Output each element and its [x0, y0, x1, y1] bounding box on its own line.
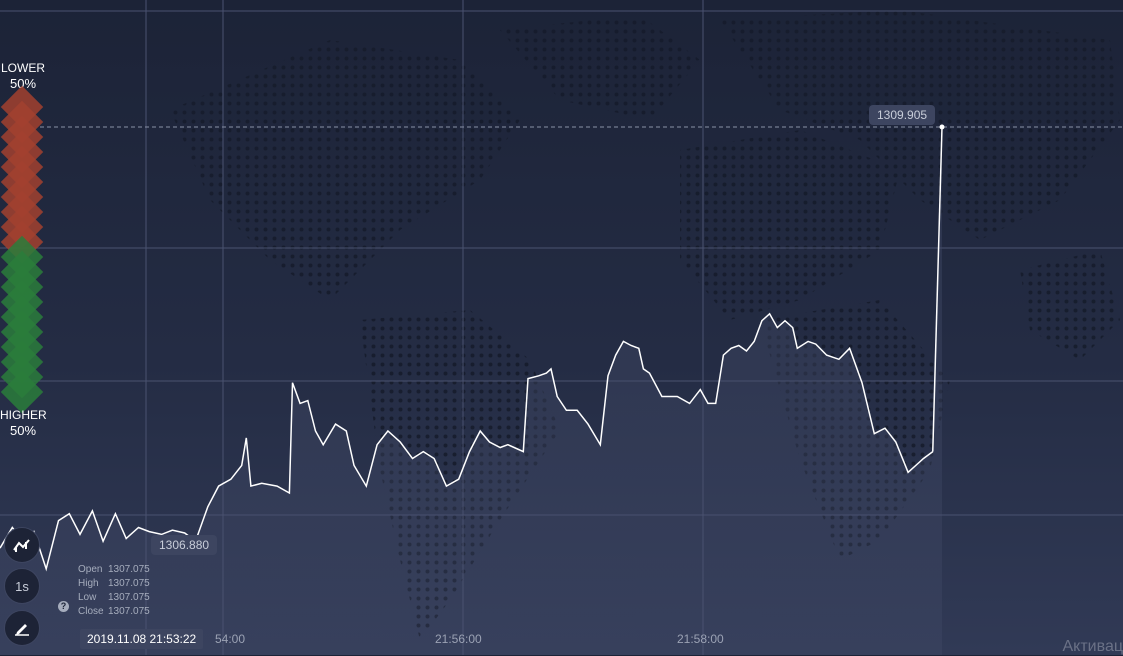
- timeframe-button[interactable]: 1s: [4, 568, 40, 604]
- higher-label: HIGHER: [0, 408, 46, 423]
- x-tick-label: 54:00: [215, 632, 245, 646]
- x-tick-label: 21:56:00: [435, 632, 482, 646]
- reference-price-badge: 1306.880: [151, 535, 217, 555]
- low-value: 1307.075: [108, 592, 150, 603]
- x-tick-label: 21:58:00: [677, 632, 724, 646]
- open-label: Open: [78, 563, 108, 577]
- lower-label: LOWER: [0, 61, 46, 76]
- current-price-dot: [940, 125, 945, 130]
- sentiment-bar: [3, 92, 43, 410]
- low-label: Low: [78, 591, 108, 605]
- high-label: High: [78, 577, 108, 591]
- higher-percent: 50%: [0, 423, 46, 438]
- chart-type-button[interactable]: [4, 527, 40, 563]
- close-value: 1307.075: [108, 606, 150, 617]
- higher-sentiment: HIGHER 50%: [0, 408, 46, 438]
- activation-watermark: Активац: [1063, 638, 1123, 656]
- high-value: 1307.075: [108, 578, 150, 589]
- cursor-datetime: 2019.11.08 21:53:22: [80, 629, 203, 649]
- close-label: Close: [78, 605, 108, 619]
- current-price-badge: 1309.905: [869, 105, 935, 125]
- chart-type-icon: [12, 537, 32, 553]
- open-value: 1307.075: [108, 564, 150, 575]
- pencil-icon: [14, 620, 30, 636]
- drawing-tools-button[interactable]: [4, 610, 40, 646]
- help-icon[interactable]: ?: [58, 601, 69, 612]
